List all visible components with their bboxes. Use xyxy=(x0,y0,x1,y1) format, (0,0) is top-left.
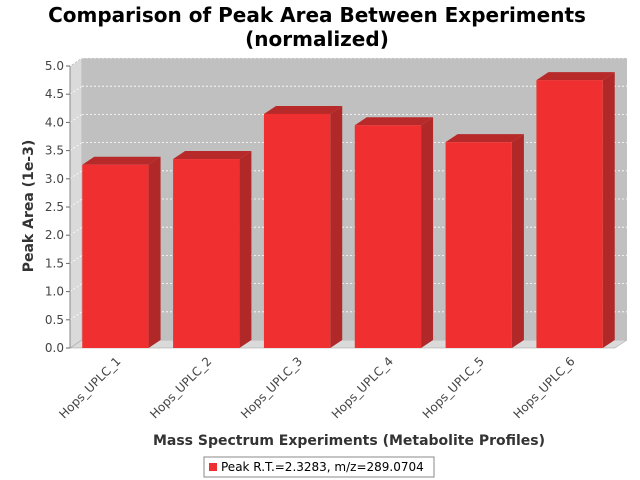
chart-title-line2: (normalized) xyxy=(245,27,389,51)
plot-left-wall xyxy=(69,57,83,349)
y-tick-label: 3.0 xyxy=(45,172,64,186)
bar-side xyxy=(602,72,615,348)
x-axis-label: Mass Spectrum Experiments (Metabolite Pr… xyxy=(153,433,545,449)
x-tick-label: Hops_UPLC_6 xyxy=(511,354,578,421)
bar-side xyxy=(239,151,252,348)
bar-side xyxy=(421,117,434,348)
bar-top xyxy=(354,117,434,126)
bar-top xyxy=(263,105,343,114)
bar-top xyxy=(82,156,161,165)
bar xyxy=(536,80,603,348)
y-tick-label: 1.0 xyxy=(45,285,64,299)
bar xyxy=(173,159,240,348)
gridline-wall xyxy=(69,85,83,95)
gridline-wall xyxy=(69,255,83,264)
gridline-wall xyxy=(69,283,83,292)
y-tick-label: 4.0 xyxy=(45,115,64,129)
y-tick-label: 2.5 xyxy=(45,200,64,214)
gridline-wall xyxy=(69,170,83,180)
plot-area: 0.0 0.5 1.0 1.5 2.0 2.5 3.0 3.5 4.0 4.5 5.0 Hops_UP… xyxy=(45,57,628,421)
gridline-wall xyxy=(69,114,83,123)
x-tick-label: Hops_UPLC_3 xyxy=(238,354,305,421)
legend: Peak R.T.=2.3283, m/z=289.0704 xyxy=(203,456,435,478)
gridline-wall xyxy=(69,311,83,321)
x-tick-label: Hops_UPLC_1 xyxy=(56,354,123,421)
bar-side xyxy=(330,105,343,348)
x-tick-label: Hops_UPLC_5 xyxy=(420,354,487,421)
y-tick-label: 1.5 xyxy=(45,256,64,270)
x-tick-label: Hops_UPLC_2 xyxy=(147,354,214,421)
legend-box xyxy=(203,456,435,478)
gridline-wall xyxy=(69,198,83,208)
y-tick-label: 3.5 xyxy=(45,144,64,158)
y-tick-label: 5.0 xyxy=(45,59,64,73)
bar-side xyxy=(148,156,161,348)
gridline-wall xyxy=(69,57,83,67)
x-tick-label: Hops_UPLC_4 xyxy=(329,354,396,421)
y-tick-label: 0.0 xyxy=(45,341,64,355)
legend-label: Peak R.T.=2.3283, m/z=289.0704 xyxy=(221,460,424,474)
y-tick-label: 4.5 xyxy=(45,87,64,101)
gridline-wall xyxy=(69,142,83,151)
bar xyxy=(354,125,422,348)
bar xyxy=(445,142,512,348)
bar-top xyxy=(536,72,615,81)
gridline-wall xyxy=(69,226,83,236)
bar xyxy=(82,164,149,348)
bar-top xyxy=(445,134,524,143)
y-axis-label: Peak Area (1e-3) xyxy=(21,140,37,273)
bar xyxy=(263,113,331,348)
bar-side xyxy=(511,134,524,348)
legend-swatch xyxy=(209,463,217,471)
y-tick-label: 2.0 xyxy=(45,228,64,242)
chart-title-line1: Comparison of Peak Area Between Experime… xyxy=(48,3,586,27)
y-tick-label: 0.5 xyxy=(45,313,64,327)
bar-top xyxy=(173,151,252,160)
